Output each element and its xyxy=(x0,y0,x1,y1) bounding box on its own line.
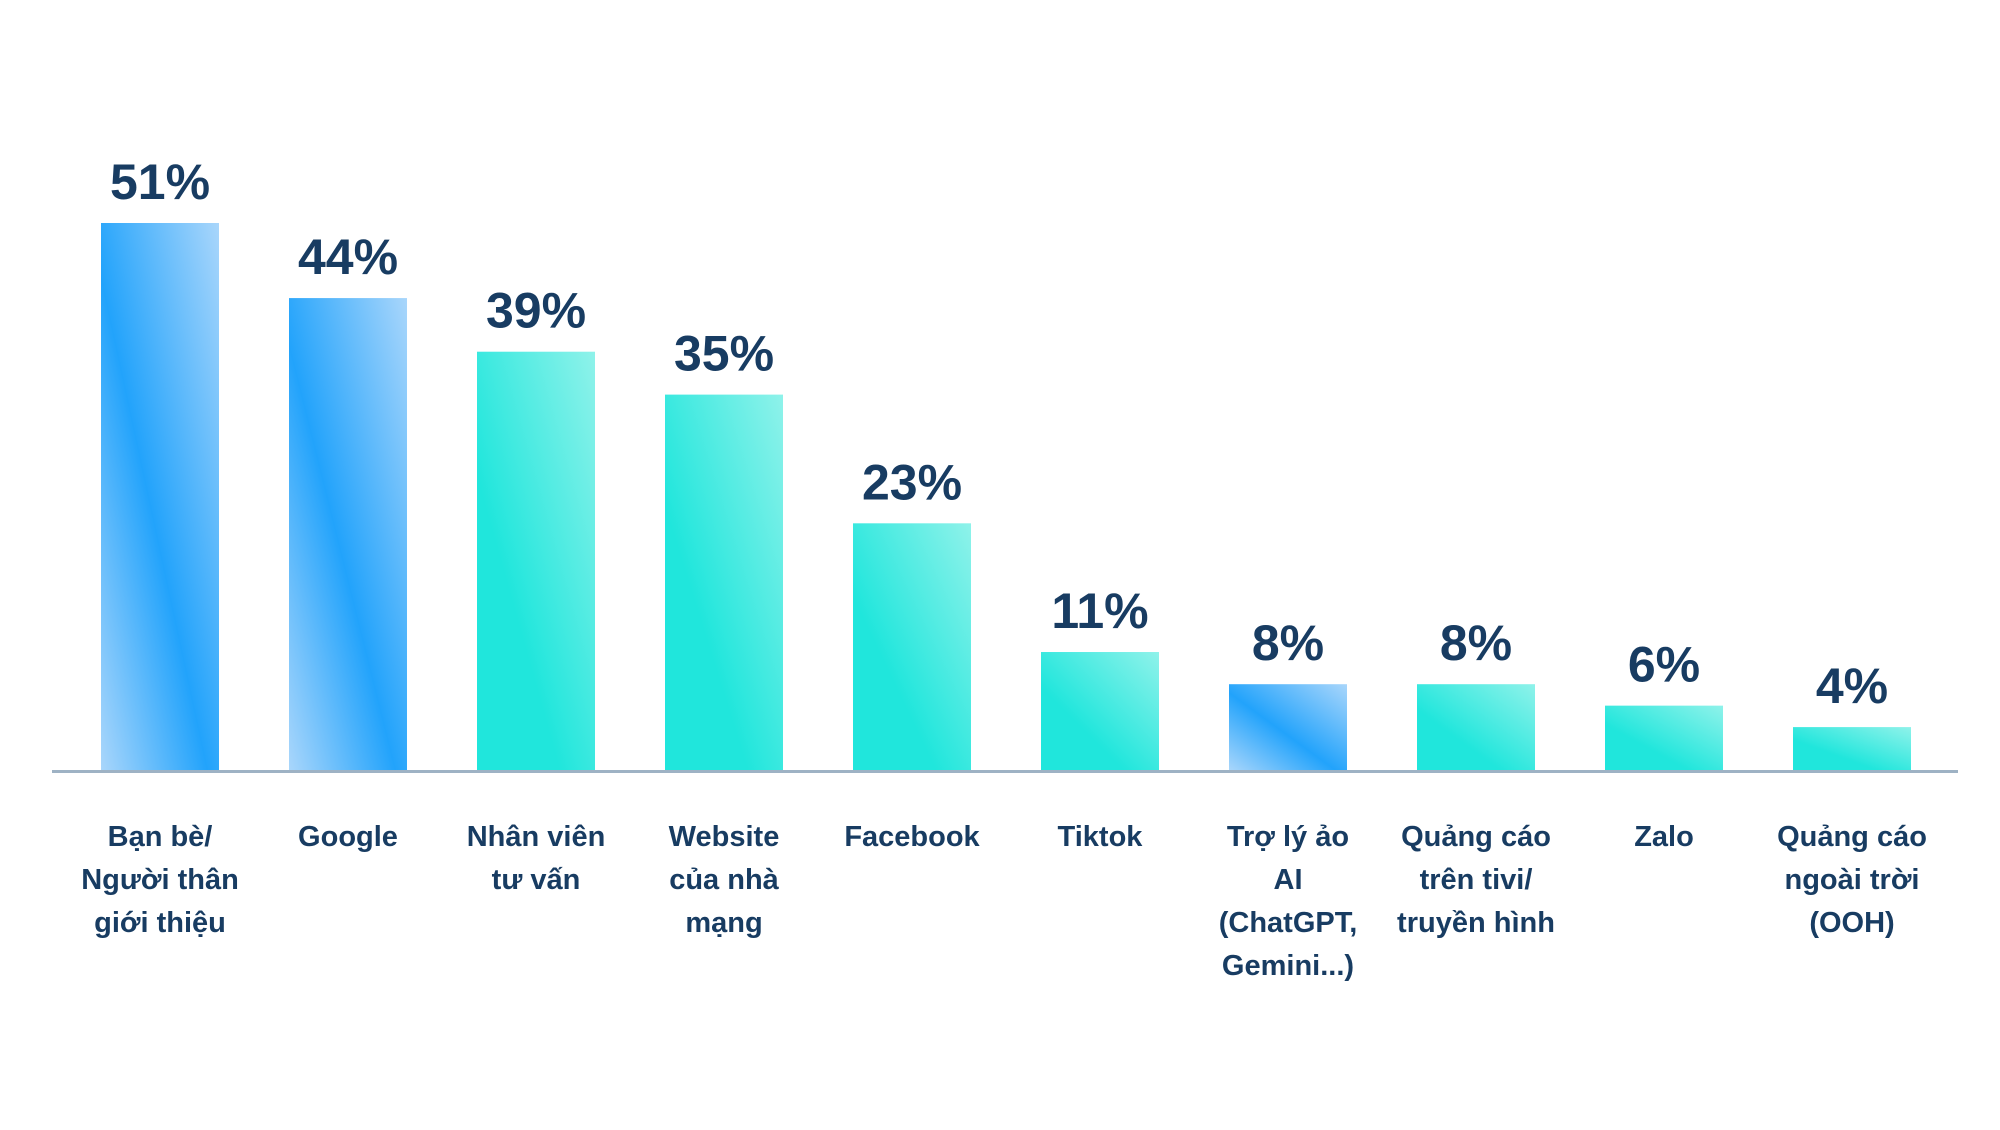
category-label-line: truyền hình xyxy=(1397,907,1555,939)
category-label-line: của nhà xyxy=(669,864,779,896)
category-label-line: Bạn bè/ xyxy=(108,821,213,853)
category-label-line: Trợ lý ảo xyxy=(1227,821,1349,853)
bar-2 xyxy=(289,298,407,770)
category-label-line: (ChatGPT, xyxy=(1219,907,1358,939)
category-label-line: Tiktok xyxy=(1058,821,1144,853)
bar-1 xyxy=(101,223,219,770)
data-label-2: 44% xyxy=(298,229,398,285)
x-tick-labels: Bạn bè/Người thân giới thiệu Google Nhân vi… xyxy=(81,821,1927,982)
category-label-line: Zalo xyxy=(1634,821,1694,853)
category-label-line: AI xyxy=(1274,864,1303,896)
data-label-1: 51% xyxy=(110,154,210,210)
data-label-9: 6% xyxy=(1628,637,1700,693)
category-label-line: Website xyxy=(669,821,780,853)
data-label-5: 23% xyxy=(862,454,962,510)
data-label-8: 8% xyxy=(1440,615,1512,671)
category-label-line: ngoài trời xyxy=(1784,864,1919,896)
bar-8 xyxy=(1417,684,1535,770)
data-labels: 51% 44% 39% 35% 23% 11% 8% 8% 6% 4% xyxy=(110,154,1888,714)
bars xyxy=(101,223,1911,770)
category-label-line: Google xyxy=(298,821,398,853)
category-label-line: mạng xyxy=(685,907,762,939)
category-label-line: Facebook xyxy=(844,821,980,853)
category-label-line: Gemini...) xyxy=(1222,950,1354,982)
data-label-6: 11% xyxy=(1051,583,1148,639)
category-label-4: Website của nhà mạng xyxy=(669,821,780,939)
bar-10 xyxy=(1793,727,1911,770)
category-label-8: Quảng cáo trên tivi/truyền hình xyxy=(1397,821,1555,939)
bar-5 xyxy=(853,523,971,770)
category-label-line: trên tivi/ xyxy=(1420,864,1533,896)
data-label-3: 39% xyxy=(486,283,586,339)
data-label-10: 4% xyxy=(1816,658,1888,714)
category-label-line: Người thân xyxy=(81,864,239,896)
category-label-10: Quảng cáo ngoài trời (OOH) xyxy=(1777,821,1927,939)
category-label-7: Trợ lý ảo AI (ChatGPT, Gemini...) xyxy=(1219,821,1358,982)
category-label-1: Bạn bè/Người thân giới thiệu xyxy=(81,821,239,939)
category-label-3: Nhân viên tư vấn xyxy=(467,821,606,896)
bar-4 xyxy=(665,394,783,770)
category-label-2: Google xyxy=(298,821,398,853)
data-label-4: 35% xyxy=(674,326,774,382)
category-label-5: Facebook xyxy=(844,821,980,853)
bar-9 xyxy=(1605,705,1723,770)
category-label-line: Nhân viên xyxy=(467,821,606,853)
category-label-line: tư vấn xyxy=(492,864,581,896)
bar-6 xyxy=(1041,652,1159,770)
category-label-line: Quảng cáo xyxy=(1777,821,1927,853)
category-label-line: (OOH) xyxy=(1809,907,1894,939)
category-label-9: Zalo xyxy=(1634,821,1694,853)
bar-3 xyxy=(477,351,595,770)
data-label-7: 8% xyxy=(1252,615,1324,671)
category-label-line: Quảng cáo xyxy=(1401,821,1551,853)
category-label-line: giới thiệu xyxy=(94,907,226,939)
bar-7 xyxy=(1229,684,1347,770)
category-label-6: Tiktok xyxy=(1058,821,1144,853)
